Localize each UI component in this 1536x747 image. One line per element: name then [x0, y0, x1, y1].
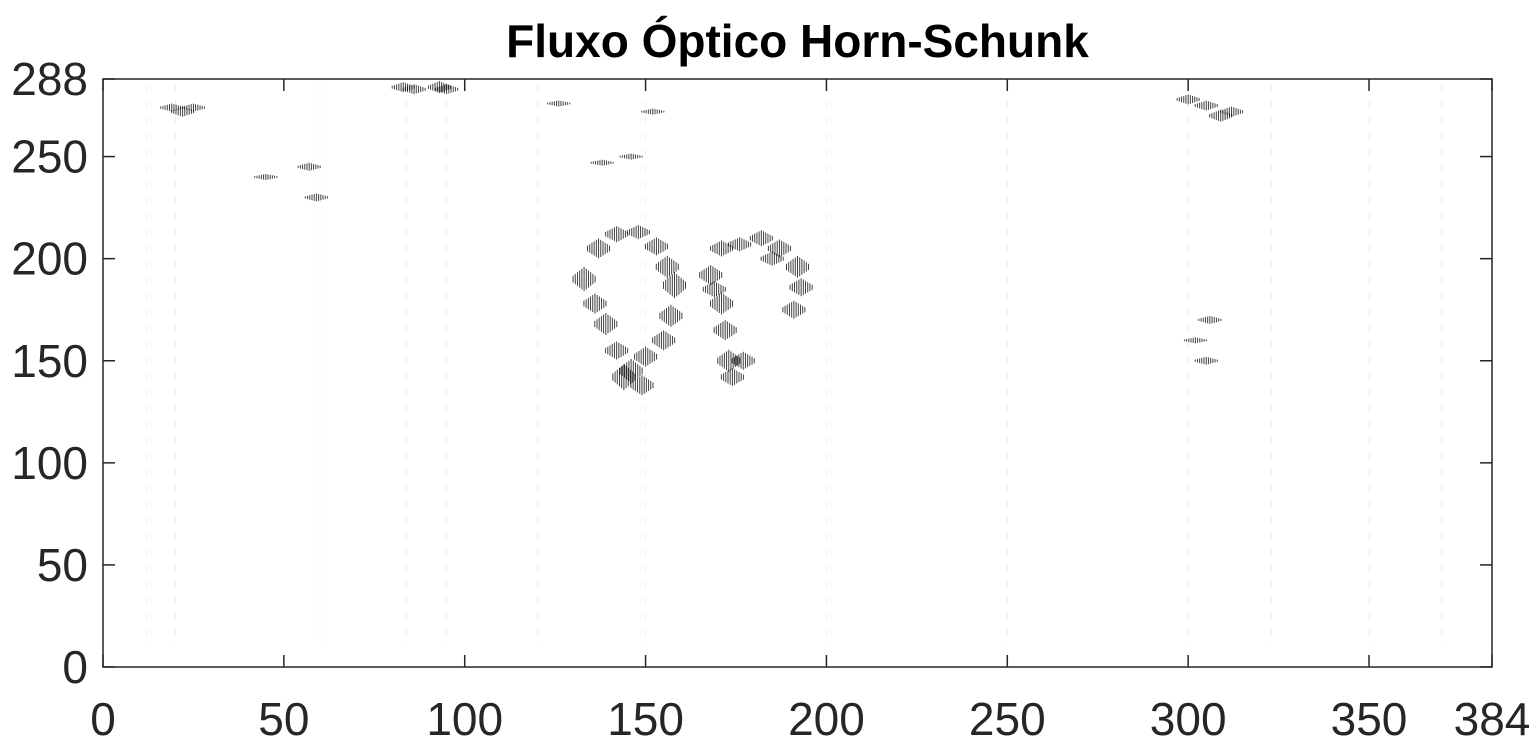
x-tick-label: 300: [1150, 693, 1227, 745]
y-tick-label: 100: [11, 437, 88, 489]
flow-vector: [427, 81, 451, 94]
x-tick-label: 200: [788, 693, 865, 745]
y-tick-label: 250: [11, 131, 88, 183]
flow-vector: [605, 226, 629, 243]
flow-vector: [304, 193, 328, 202]
flow-vector: [760, 251, 784, 266]
y-tick-label: 288: [11, 53, 88, 105]
chart-title: Fluxo Óptico Horn-Schunk: [506, 15, 1089, 67]
flow-vector: [717, 349, 741, 372]
flow-vector: [1198, 315, 1222, 324]
flow-vector: [630, 375, 654, 396]
y-tick-label: 150: [11, 335, 88, 387]
flow-vector: [786, 255, 809, 278]
y-tick-label: 50: [37, 539, 88, 591]
flow-vector: [594, 313, 618, 335]
flow-vector: [619, 358, 643, 383]
y-tick-label: 200: [11, 233, 88, 285]
flow-vectors: [160, 81, 1244, 396]
flow-vector: [612, 364, 636, 391]
y-axis: 0 50 100 150 200 250 288: [11, 53, 1492, 693]
flow-vector: [728, 237, 752, 252]
flow-vector: [702, 281, 726, 298]
x-tick-label: 0: [90, 693, 116, 745]
flow-vector: [720, 368, 744, 387]
x-tick-label: 150: [607, 693, 684, 745]
flow-vector: [749, 230, 773, 247]
flow-vector: [1176, 94, 1200, 105]
flow-vector: [254, 174, 278, 180]
flow-vector: [731, 351, 755, 370]
flow-vector: [547, 100, 571, 107]
flow-vector: [1194, 100, 1218, 111]
flow-vector: [1183, 337, 1207, 344]
x-tick-label: 250: [969, 693, 1046, 745]
x-tick-label: 50: [258, 693, 309, 745]
flow-vector: [713, 320, 737, 341]
axes-box: [102, 78, 1493, 668]
x-axis: 0 50 100 150 200 250 300 350 384: [90, 79, 1530, 745]
flow-vector: [181, 103, 205, 112]
flow-vector: [699, 265, 723, 285]
flow-vector: [619, 153, 643, 160]
flow-vector: [1220, 106, 1244, 117]
flow-vector: [710, 240, 734, 257]
y-tick-label: 0: [62, 641, 88, 693]
flow-vector: [587, 238, 611, 259]
flow-texture: [146, 85, 1442, 647]
plot-background: [103, 79, 1492, 667]
flow-vector: [402, 84, 426, 95]
flow-vector: [641, 108, 665, 115]
flow-vector: [297, 162, 321, 171]
flow-vector: [626, 225, 650, 240]
x-tick-label: 100: [426, 693, 503, 745]
flow-vector: [710, 292, 734, 315]
flow-vector: [590, 159, 614, 166]
flow-vector: [435, 84, 459, 95]
flow-vector: [663, 272, 687, 299]
flow-vector: [789, 278, 813, 297]
flow-vector: [605, 341, 629, 360]
flow-vector: [659, 304, 683, 327]
flow-vector: [655, 255, 679, 278]
x-tick-label: 384: [1454, 693, 1531, 745]
flow-vector: [767, 239, 791, 258]
flow-vector: [644, 237, 668, 256]
flow-vector: [652, 330, 676, 351]
x-tick-label: 350: [1331, 693, 1408, 745]
plot-area: [103, 79, 1492, 667]
flow-vector: [634, 346, 658, 367]
flow-vector: [583, 293, 607, 314]
flow-vector: [782, 300, 806, 319]
flow-vector: [1194, 356, 1218, 365]
flow-vector: [572, 267, 596, 292]
